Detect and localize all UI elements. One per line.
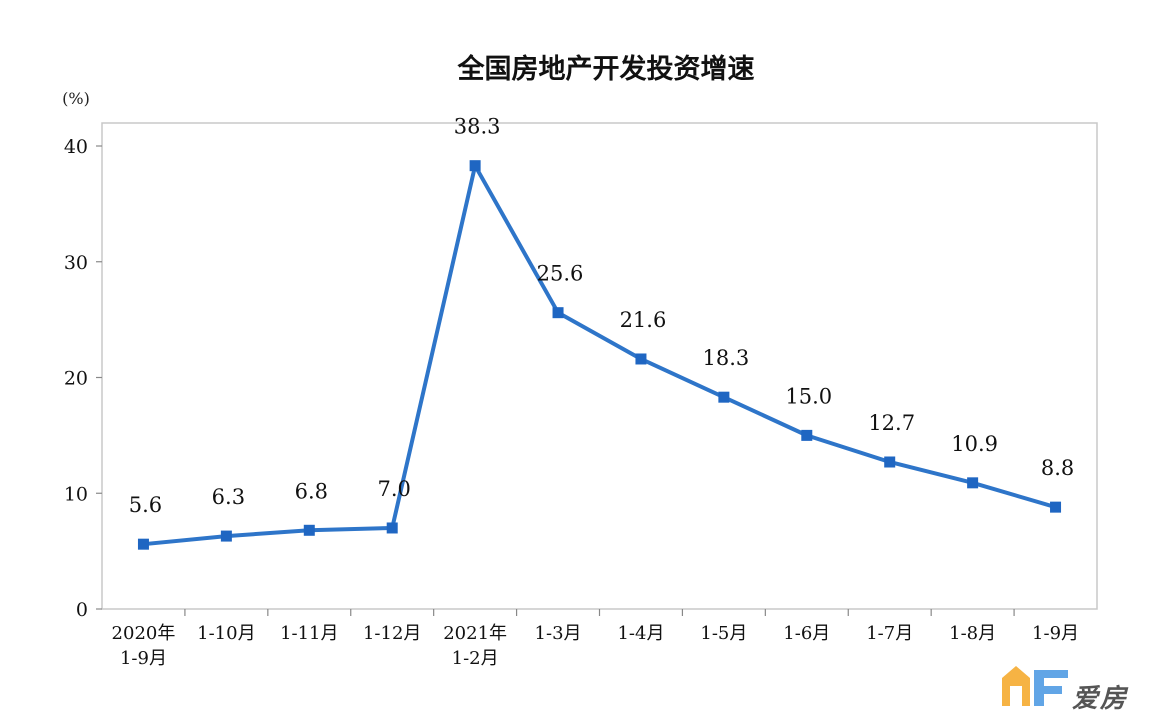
x-tick-label: 1-9月 [120, 648, 167, 669]
x-tick-label: 1-7月 [866, 623, 913, 644]
data-label: 6.3 [212, 485, 245, 509]
data-label: 12.7 [868, 411, 915, 435]
x-tick-label: 1-4月 [617, 623, 664, 644]
x-tick-label: 1-6月 [783, 623, 830, 644]
x-tick-label: 1-8月 [949, 623, 996, 644]
data-label: 18.3 [702, 346, 749, 370]
y-axis-unit: (%) [62, 89, 90, 108]
data-point-marker [1050, 501, 1062, 513]
data-label: 5.6 [129, 493, 162, 517]
data-label: 10.9 [951, 432, 998, 456]
x-tick-label: 1-10月 [197, 623, 255, 644]
data-labels: 5.6 6.3 6.8 7.0 38.3 25.6 21.6 18.3 15.0 12.7 10.9… [129, 115, 1074, 518]
x-tick-label: 1-3月 [535, 623, 582, 644]
series-line [143, 163, 1057, 547]
watermark-logo: 爱房 [994, 656, 1144, 716]
x-tick-label: 1-5月 [700, 623, 747, 644]
watermark-text: 爱房 [1072, 684, 1129, 714]
data-point-marker [635, 353, 647, 365]
data-point-marker [967, 477, 979, 489]
data-point-marker [386, 522, 398, 534]
data-label: 6.8 [295, 479, 328, 503]
x-tick-label: 2020年 [112, 623, 176, 644]
data-point-marker [137, 538, 149, 550]
data-label: 7.0 [378, 477, 411, 501]
x-tick-label: 1-11月 [280, 623, 338, 644]
y-axis: 0 10 20 30 40 [64, 136, 102, 621]
data-label: 15.0 [785, 384, 832, 408]
y-tick-label: 20 [64, 368, 88, 390]
data-label: 38.3 [454, 115, 501, 139]
y-tick-label: 10 [64, 483, 88, 505]
house-logo-icon [1002, 666, 1068, 706]
data-label: 8.8 [1041, 456, 1074, 480]
data-point-marker [884, 456, 896, 468]
data-point-marker [801, 429, 813, 441]
data-point-marker [552, 307, 564, 319]
data-point-marker [469, 160, 481, 172]
data-label: 21.6 [620, 308, 667, 332]
x-tick-label: 2021年 [443, 623, 507, 644]
x-axis: 2020年 1-9月 1-10月 1-11月 1-12月 2021年 1-2月 1-3月 1-4… [112, 609, 1079, 669]
x-tick-label: 1-9月 [1032, 623, 1079, 644]
x-tick-label: 1-12月 [363, 623, 421, 644]
y-tick-label: 40 [64, 136, 88, 158]
y-tick-label: 0 [76, 599, 88, 621]
data-label: 25.6 [537, 262, 584, 286]
data-markers [137, 160, 1062, 550]
chart-title: 全国房地产开发投资增速 [457, 53, 755, 85]
data-point-marker [220, 530, 232, 542]
y-tick-label: 30 [64, 252, 88, 274]
data-point-marker [718, 391, 730, 403]
x-tick-label: 1-2月 [452, 648, 499, 669]
data-point-marker [303, 524, 315, 536]
